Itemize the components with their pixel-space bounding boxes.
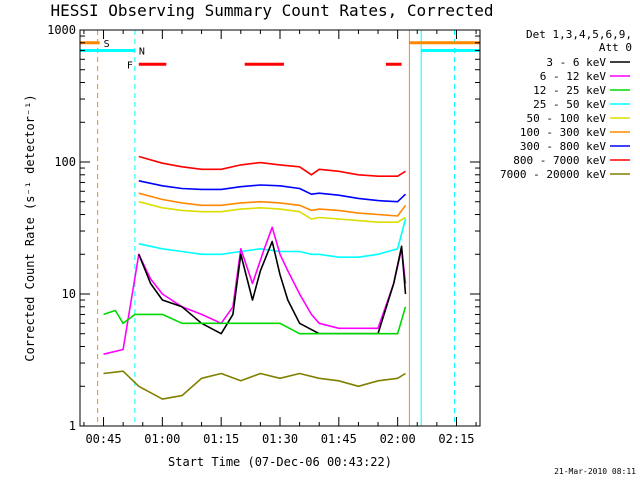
y-tick-label: 10 <box>62 287 76 301</box>
y-axis: 1 10 100 1000 <box>47 23 480 433</box>
series-line-800-7000-kev <box>138 155 406 177</box>
x-tick-label: 02:15 <box>438 432 474 446</box>
series-line-7000-20000-kev <box>103 370 406 400</box>
y-tick-label: 100 <box>54 155 76 169</box>
legend-header: Att 0 <box>599 41 632 54</box>
x-tick-label: 02:00 <box>380 432 416 446</box>
legend-header: Det 1,3,4,5,6,9, <box>526 28 632 41</box>
flag-label-n: N <box>139 46 145 57</box>
y-axis-label: Corrected Count Rate (s⁻¹ detector⁻¹) <box>23 94 37 361</box>
series-line-100-300-kev <box>138 192 407 217</box>
x-tick-label: 00:45 <box>85 432 121 446</box>
series-line-3-6-kev <box>138 240 407 335</box>
series-line-25-50-kev <box>138 218 407 259</box>
legend-entry-25-50-kev: 25 - 50 keV <box>533 98 606 111</box>
flag-label-f: F <box>127 60 133 71</box>
plot-area: S NF <box>80 30 480 426</box>
legend-entry-100-300-kev: 100 - 300 keV <box>520 126 606 139</box>
x-tick-label: 01:15 <box>203 432 239 446</box>
series-line-300-800-kev <box>138 180 407 203</box>
legend-entry-3-6-kev: 3 - 6 keV <box>546 56 606 69</box>
x-axis-label: Start Time (07-Dec-06 00:43:22) <box>168 455 392 469</box>
x-tick-label: 01:30 <box>262 432 298 446</box>
y-tick-label: 1 <box>69 419 76 433</box>
legend-entry-12-25-kev: 12 - 25 keV <box>533 84 606 97</box>
legend-entry-800-7000-kev: 800 - 7000 keV <box>513 154 606 167</box>
chart-title: HESSI Observing Summary Count Rates, Cor… <box>50 1 493 20</box>
legend-entry-300-800-kev: 300 - 800 keV <box>520 140 606 153</box>
legend-entry-6-12-kev: 6 - 12 keV <box>540 70 607 83</box>
footer-stamp: 21-Mar-2010 08:11 <box>554 467 636 476</box>
series-line-6-12-kev <box>103 226 407 355</box>
flag-label-s: S <box>104 39 110 50</box>
x-tick-label: 01:00 <box>144 432 180 446</box>
series-line-12-25-kev <box>103 306 407 335</box>
series-line-50-100-kev <box>138 200 406 223</box>
y-tick-label: 1000 <box>47 23 76 37</box>
plot-frame <box>79 29 481 427</box>
legend-entry-7000-20000-kev: 7000 - 20000 keV <box>500 168 606 181</box>
legend-entry-50-100-kev: 50 - 100 keV <box>527 112 607 125</box>
x-tick-label: 01:45 <box>321 432 357 446</box>
x-axis: 00:45 01:00 01:15 01:30 01:45 02:00 02:15 <box>83 30 477 446</box>
